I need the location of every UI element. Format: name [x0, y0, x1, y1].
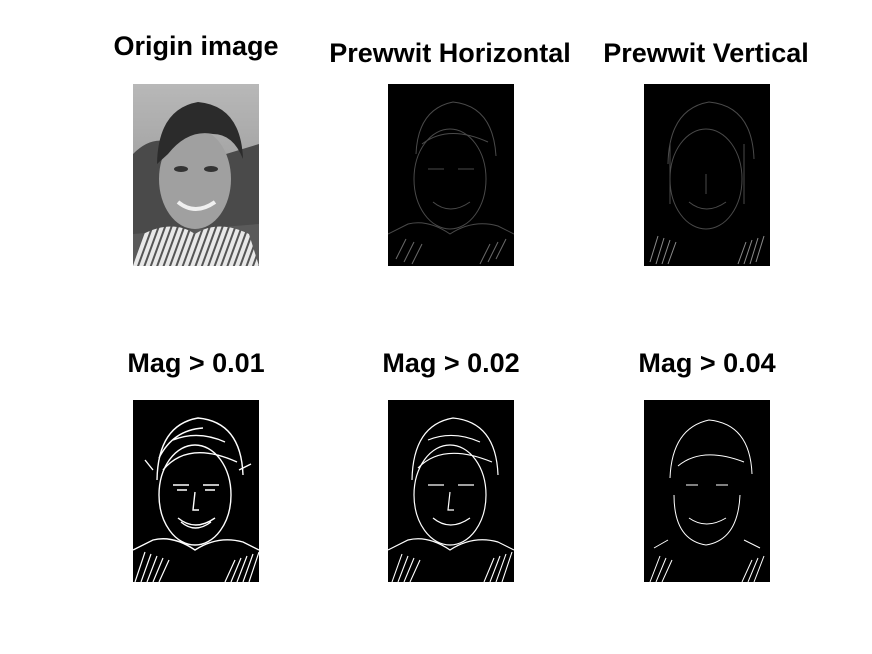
mag-002-panel — [388, 400, 514, 582]
mag-001-image — [133, 417, 259, 582]
title-mag-001: Mag > 0.01 — [127, 348, 265, 378]
title-origin-image: Origin image — [113, 31, 279, 61]
mag-004-panel — [644, 400, 770, 582]
title-prewitt-horizontal: Prewwit Horizontal — [329, 38, 571, 68]
origin-image-panel — [133, 84, 259, 266]
title-mag-002: Mag > 0.02 — [382, 348, 520, 378]
prewitt-vertical-image — [649, 101, 765, 265]
prewitt-horizontal-image — [388, 101, 514, 265]
prewitt-vertical-panel — [644, 84, 770, 266]
mag-004-image — [649, 419, 765, 582]
title-prewitt-vertical: Prewwit Vertical — [603, 38, 809, 68]
face-photo-image — [133, 84, 259, 266]
prewitt-horizontal-panel — [388, 84, 514, 266]
mag-002-image — [388, 417, 514, 582]
title-mag-004: Mag > 0.04 — [638, 348, 776, 378]
mag-001-panel — [133, 400, 259, 582]
